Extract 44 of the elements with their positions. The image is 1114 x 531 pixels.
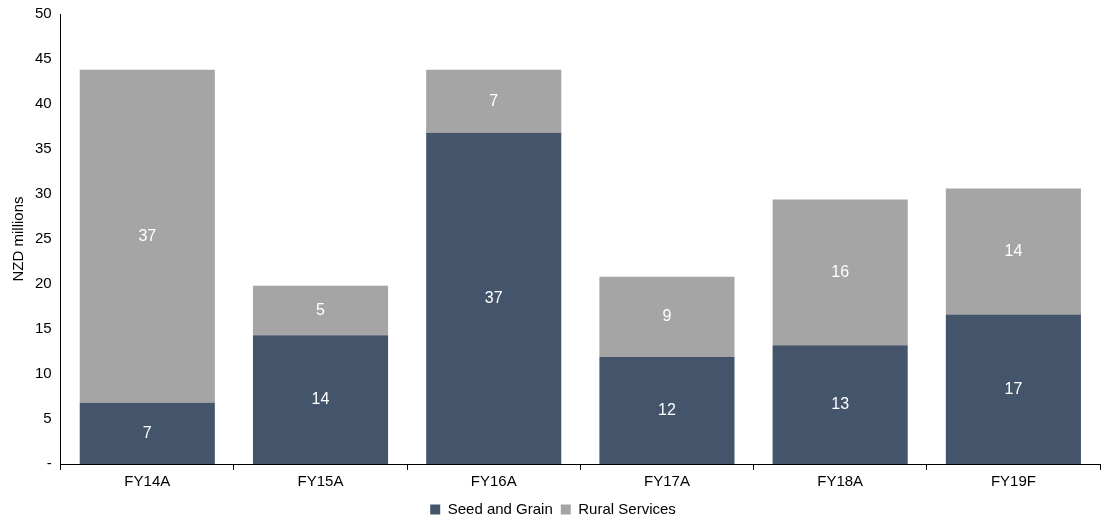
x-tick-label: FY16A [470, 472, 517, 490]
data-label: 37 [484, 288, 503, 306]
y-axis-title: NZD millions [9, 196, 27, 282]
bar [945, 188, 1081, 315]
bar [79, 69, 215, 403]
bar [426, 132, 562, 464]
y-tick-label: 45 [35, 49, 52, 67]
x-tick-label: FY15A [297, 472, 344, 490]
y-tick-label: 40 [35, 94, 52, 112]
data-label: 13 [831, 395, 850, 413]
y-tick-label: 5 [43, 409, 52, 427]
y-tick-label: 50 [35, 4, 52, 22]
data-label: 37 [138, 226, 157, 244]
y-tick-label: 25 [35, 229, 52, 247]
y-tick-label: 20 [35, 274, 52, 292]
x-tick-label: FY17A [644, 472, 690, 490]
data-label: 14 [1004, 242, 1023, 260]
y-tick-label: 15 [35, 319, 52, 337]
bar [772, 345, 908, 464]
data-label: 5 [316, 300, 326, 318]
bar [599, 356, 735, 464]
data-label: 9 [662, 307, 672, 325]
bar [945, 314, 1081, 464]
y-tick-label: - [46, 454, 52, 472]
bar [79, 402, 215, 464]
y-tick-label: 10 [35, 364, 52, 382]
bar [252, 285, 389, 336]
bar [426, 69, 562, 133]
y-tick-label: 30 [35, 184, 52, 202]
y-tick-label: 35 [35, 139, 52, 157]
data-label: 7 [489, 91, 499, 109]
x-tick-label: FY19F [990, 472, 1036, 490]
bar [772, 199, 908, 346]
data-label: 12 [658, 400, 676, 418]
bar [252, 335, 389, 464]
data-label: 14 [311, 390, 330, 408]
legend-label: Rural Services [578, 499, 676, 517]
data-label: 17 [1004, 379, 1023, 397]
bar [599, 276, 735, 357]
data-label: 16 [831, 262, 850, 280]
x-tick-label: FY14A [124, 472, 171, 490]
x-tick-label: FY18A [817, 472, 864, 490]
legend-label: Seed and Grain [447, 499, 553, 517]
data-label: 7 [142, 423, 152, 441]
